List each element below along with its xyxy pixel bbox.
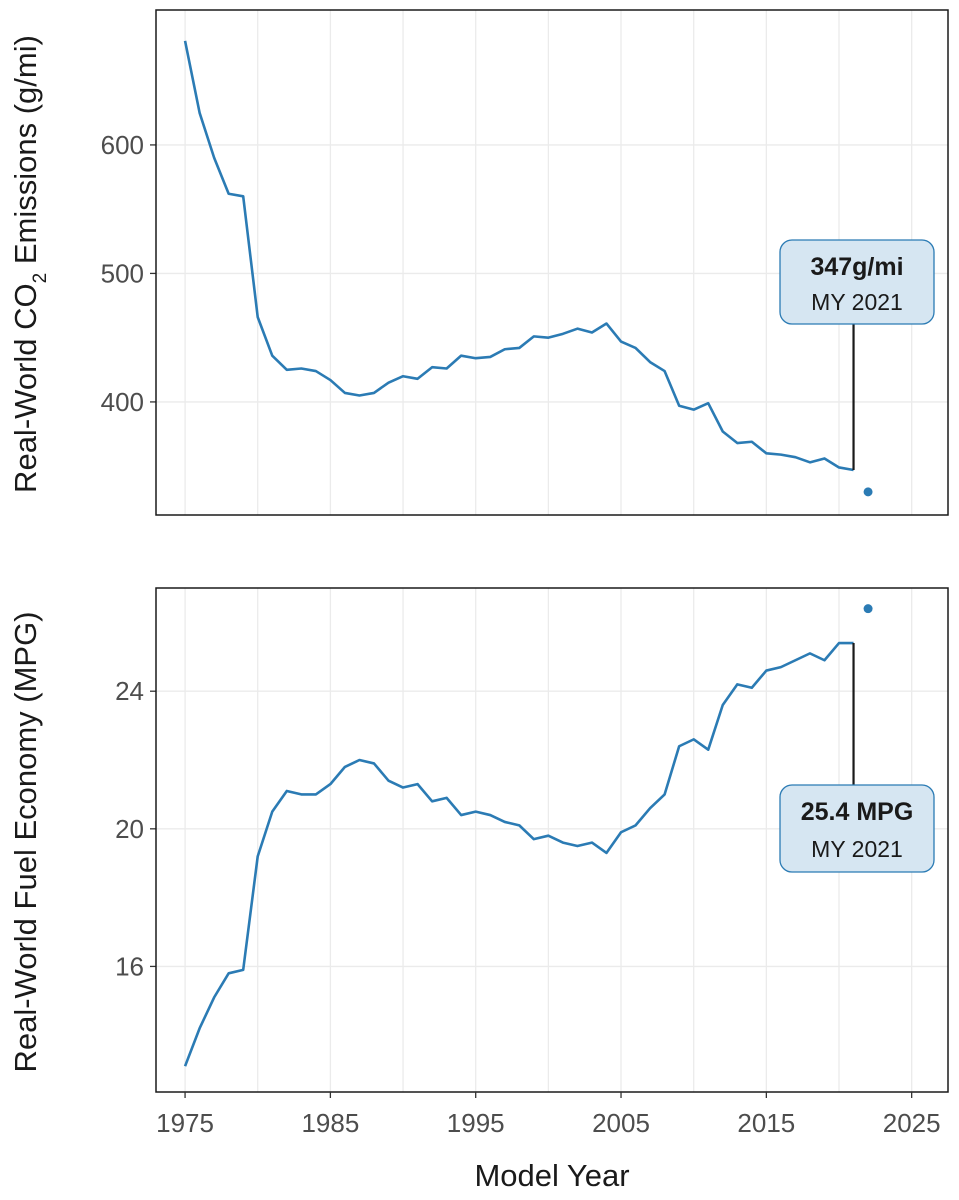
x-tick-label: 2015 (737, 1108, 795, 1138)
mpg-y-tick-label: 20 (115, 814, 144, 844)
x-tick-label: 2025 (883, 1108, 941, 1138)
co2-y-tick-label: 400 (101, 387, 144, 417)
co2-callout-value: 347g/mi (810, 253, 903, 281)
x-tick-label: 2005 (592, 1108, 650, 1138)
x-tick-label: 1995 (447, 1108, 505, 1138)
co2-y-axis-title: Real-World CO2 Emissions (g/mi) (8, 35, 51, 493)
co2-callout: 347g/mi MY 2021 (779, 239, 935, 325)
mpg-y-axis-title: Real-World Fuel Economy (MPG) (8, 611, 43, 1072)
co2-2022-point (863, 487, 873, 497)
co2-panel: 400 500 600 347g/mi MY 2021 Real-World CO2… (8, 9, 949, 516)
mpg-callout-value: 25.4 MPG (801, 798, 914, 826)
x-tick-label: 1975 (156, 1108, 214, 1138)
mpg-panel-border (155, 587, 949, 1093)
co2-callout-box (779, 239, 935, 325)
co2-y-tick-label: 600 (101, 130, 144, 160)
co2-y-tick-label: 500 (101, 258, 144, 288)
mpg-callout-label: MY 2021 (811, 836, 903, 862)
fuel-economy-line (183, 641, 854, 1067)
co2-callout-label: MY 2021 (811, 289, 903, 315)
mpg-y-tick-label: 16 (115, 951, 144, 981)
mpg-2022-point (863, 604, 873, 614)
x-axis-ticks: 1975 1985 1995 2005 2015 2025 (156, 1092, 941, 1138)
co2-y-ticks: 400 500 600 (101, 130, 156, 417)
co2-panel-border (155, 9, 949, 516)
mpg-panel: 16 20 24 25.4 MPG MY 2021 Real-World Fuel … (8, 587, 949, 1093)
x-tick-label: 1985 (301, 1108, 359, 1138)
x-axis-title: Model Year (474, 1158, 629, 1193)
mpg-callout-box (779, 784, 935, 873)
mpg-callout: 25.4 MPG MY 2021 (779, 784, 935, 873)
co2-emissions-line (183, 40, 854, 472)
mpg-y-ticks: 16 20 24 (115, 676, 156, 981)
mpg-y-tick-label: 24 (115, 676, 144, 706)
